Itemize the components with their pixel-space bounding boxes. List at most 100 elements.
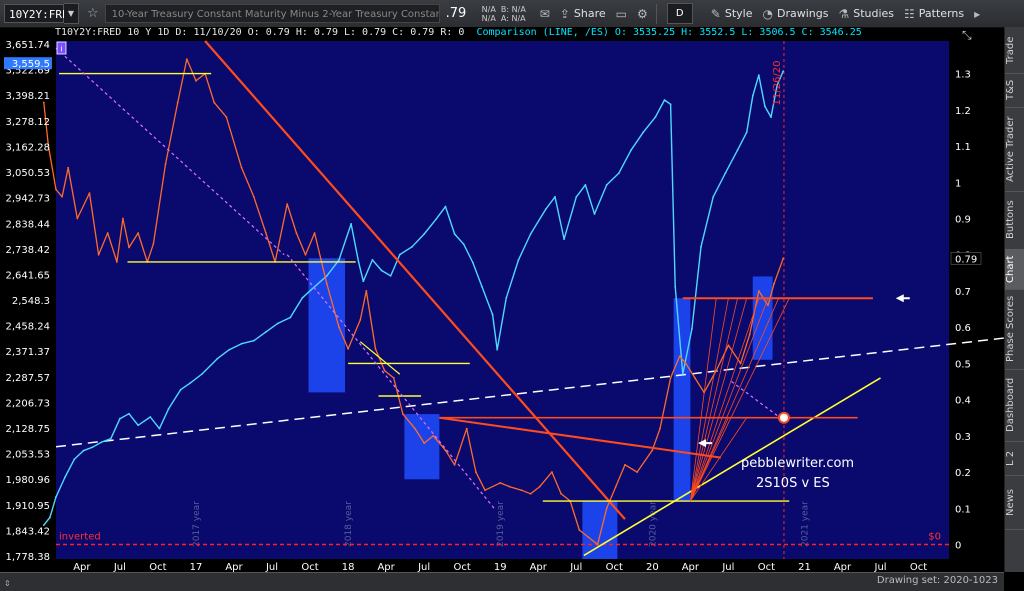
es-comparison-line-point	[453, 233, 456, 235]
spread-line-point	[122, 217, 124, 220]
es-comparison-line-point	[137, 424, 140, 427]
es-comparison-line-point	[554, 195, 556, 198]
es-comparison-line-point	[49, 516, 51, 519]
year-marker-label: 2018 year	[344, 501, 354, 547]
x-axis-tick: Oct	[758, 562, 775, 572]
x-axis-tick: Oct	[606, 562, 623, 572]
left-axis-tick: 2,838.44	[5, 219, 50, 230]
fan-line	[689, 298, 729, 502]
es-comparison-line-point	[617, 172, 620, 175]
x-axis-background	[0, 559, 1004, 572]
studies-button[interactable]: ⚗ Studies	[838, 6, 895, 21]
side-tab-trade[interactable]: Trade	[1005, 27, 1024, 74]
x-axis-tick: 20	[646, 562, 659, 572]
side-tab-t-s[interactable]: T&S	[1005, 73, 1024, 108]
spread-line-point	[614, 485, 617, 488]
side-tab-buttons[interactable]: Buttons	[1005, 191, 1024, 250]
es-comparison-line-point	[371, 258, 374, 261]
symbol-input[interactable]: 10Y2Y:FRED	[4, 4, 75, 23]
right-axis-tick: 1.2	[955, 106, 971, 117]
es-comparison-line-point	[179, 388, 182, 391]
chart-expand-icon[interactable]: ⤡	[962, 28, 972, 42]
left-axis-tick: 2,942.73	[5, 194, 50, 205]
more-icon[interactable]: ▸	[974, 6, 981, 21]
left-axis-tick: 2,738.42	[5, 245, 50, 256]
es-comparison-line-point	[149, 416, 152, 418]
spread-line-point	[225, 116, 228, 118]
pointer-arrow	[895, 294, 910, 303]
es-comparison-line-point	[700, 245, 702, 248]
es-comparison-line-point	[338, 258, 340, 261]
x-axis-tick: 18	[342, 562, 355, 572]
spread-line-point	[508, 485, 511, 488]
highlight-box	[308, 258, 346, 393]
side-tab-dashboard[interactable]: Dashboard	[1005, 369, 1024, 442]
right-axis-background	[949, 41, 1004, 559]
spread-line-point	[748, 333, 751, 336]
share-icon: ⇪	[559, 6, 570, 21]
spread-line-point	[538, 485, 541, 488]
side-tab-phase-scores[interactable]: Phase Scores	[1005, 289, 1024, 370]
symbol-dropdown-button[interactable]: ▼	[64, 3, 79, 24]
side-tab-news[interactable]: News	[1005, 475, 1024, 530]
star-icon[interactable]: ☆	[87, 6, 99, 21]
left-axis-tick: 3,278.12	[5, 117, 50, 128]
x-axis-tick: Oct	[454, 562, 471, 572]
spread-line-point	[176, 101, 179, 104]
style-button[interactable]: ✎ Style	[710, 6, 753, 21]
share-button[interactable]: ⇪ Share	[559, 6, 606, 21]
pink-dotted-trendline	[731, 381, 781, 419]
spread-line-point	[596, 543, 599, 546]
comparison-readout: Comparison (LINE, /ES) O: 3535.25 H: 355…	[476, 27, 862, 38]
spread-line-point	[313, 232, 316, 234]
comparison-flag-icon[interactable]	[56, 41, 67, 55]
side-tab-chart[interactable]: Chart	[1005, 249, 1024, 290]
spread-line-point	[347, 348, 349, 350]
es-comparison-line-point	[669, 103, 672, 106]
right-axis-tick: 0	[955, 541, 961, 552]
spread-line-point	[67, 166, 70, 169]
right-axis-tick: 1.1	[955, 142, 971, 153]
spread-line-point	[185, 58, 188, 61]
pink-dotted-trendline	[286, 254, 495, 509]
chart-area[interactable]: 2017 year 2018 year 2019 year 2020 year 2021…	[0, 27, 1004, 572]
left-axis-tick: 1,778.38	[5, 552, 50, 563]
status-bar: ⇕ Drawing set: 2020-1023	[0, 572, 1004, 591]
es-comparison-line-point	[712, 195, 715, 198]
es-comparison-line-point	[757, 74, 760, 77]
spread-line-point	[106, 232, 109, 234]
spread-line-point	[767, 304, 769, 307]
period-selector[interactable]: D	[666, 3, 693, 24]
es-comparison-line-point	[517, 258, 520, 261]
spread-line-point	[444, 449, 447, 452]
spread-line-point	[551, 471, 553, 473]
x-axis-tick: Apr	[834, 562, 852, 572]
es-comparison-line-point	[277, 322, 280, 325]
zero-dollar-label: $0	[928, 532, 941, 543]
side-tab-l-2[interactable]: L 2	[1005, 441, 1024, 476]
highlight-box	[404, 414, 440, 480]
left-axis-tick: 1,843.42	[5, 526, 50, 537]
patterns-button[interactable]: ☷ Patterns	[904, 6, 965, 21]
resize-grip-icon[interactable]: ⇕	[4, 579, 11, 588]
side-tab-active-trader[interactable]: Active Trader	[1005, 107, 1024, 192]
spread-line-point	[715, 369, 718, 372]
spread-line-point	[587, 536, 590, 539]
left-axis-tick: 3,651.74	[5, 40, 50, 51]
ask-value: A: N/A	[500, 13, 526, 23]
fan-line	[690, 298, 779, 502]
es-comparison-line-point	[82, 449, 85, 452]
left-axis-tick: 3,522.69	[5, 66, 50, 77]
right-axis-tick: 0.6	[955, 323, 971, 334]
toolbar-divider	[655, 3, 657, 24]
expand-icon[interactable]: ▭	[615, 6, 628, 21]
alert-icon[interactable]: ✉	[539, 6, 550, 21]
spread-line-point	[295, 232, 298, 234]
spread-line-point	[164, 163, 167, 166]
spread-line-point	[304, 253, 307, 256]
settings-icon[interactable]: ⚙	[637, 6, 648, 21]
right-axis-tick: 0.1	[955, 504, 971, 515]
spread-line-point	[465, 427, 468, 430]
drawings-button[interactable]: ◔ Drawings	[762, 6, 829, 21]
spread-line-point	[97, 253, 100, 256]
